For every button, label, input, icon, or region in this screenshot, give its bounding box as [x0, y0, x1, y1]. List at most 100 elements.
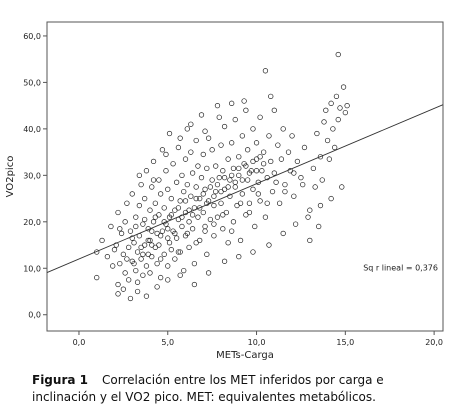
data-point	[99, 237, 105, 244]
y-tick-label: 20,0	[23, 218, 41, 227]
data-point	[239, 191, 245, 197]
data-point	[158, 274, 164, 281]
data-point	[221, 258, 228, 264]
data-point	[269, 188, 276, 195]
data-point	[156, 177, 162, 183]
data-point	[136, 202, 142, 209]
data-point	[179, 223, 185, 230]
data-point	[221, 123, 228, 130]
data-point	[250, 186, 256, 192]
data-point	[202, 223, 208, 230]
data-point	[189, 212, 196, 218]
data-point	[216, 114, 222, 120]
data-point	[255, 191, 261, 197]
data-point	[158, 233, 164, 239]
data-point	[257, 114, 263, 120]
data-point	[177, 272, 183, 278]
data-point	[115, 281, 121, 288]
data-point	[158, 256, 164, 262]
data-point	[172, 256, 178, 262]
data-point	[218, 142, 224, 148]
data-point	[342, 109, 348, 116]
data-point	[126, 277, 132, 283]
data-point	[211, 233, 217, 239]
data-point	[136, 172, 142, 178]
data-point	[149, 184, 155, 190]
data-point	[214, 102, 221, 109]
data-point	[326, 156, 332, 162]
data-point	[282, 188, 288, 195]
data-point	[134, 288, 141, 295]
y-tick-label: 50,0	[23, 78, 41, 87]
data-point	[163, 151, 169, 158]
data-point	[195, 214, 201, 220]
data-point	[339, 184, 345, 190]
data-point	[120, 286, 127, 292]
data-point	[340, 84, 347, 90]
data-point	[317, 202, 324, 209]
data-point	[262, 214, 269, 220]
data-point	[175, 205, 182, 211]
data-point	[252, 223, 258, 230]
data-point	[259, 168, 265, 174]
data-point	[115, 291, 121, 297]
data-point	[209, 147, 215, 153]
data-point	[150, 177, 157, 183]
data-point	[177, 135, 183, 141]
data-point	[333, 93, 340, 99]
data-point	[282, 181, 288, 188]
data-point	[200, 151, 206, 158]
data-point	[216, 175, 222, 181]
data-point	[165, 186, 171, 192]
data-point	[104, 254, 111, 260]
fit-line	[46, 104, 444, 273]
data-point	[314, 130, 320, 137]
data-point	[134, 279, 141, 285]
data-point	[229, 140, 235, 146]
data-point	[229, 172, 235, 178]
data-point	[335, 116, 341, 123]
data-point	[166, 240, 173, 246]
data-point	[200, 191, 206, 197]
data-point	[229, 100, 235, 106]
data-point	[250, 158, 256, 165]
data-point	[225, 240, 231, 246]
data-point	[143, 168, 150, 174]
data-point	[200, 209, 206, 216]
data-point	[292, 221, 299, 227]
data-point	[220, 212, 226, 218]
data-point	[138, 244, 144, 251]
x-tick-label: 10,0	[248, 338, 266, 347]
data-point	[236, 165, 242, 172]
data-point	[280, 230, 286, 237]
data-point	[264, 200, 270, 206]
data-point	[321, 119, 327, 125]
chart-svg: 0,0 10,0 20,0 30,0 40,0 50,0 60,0 0,0 5,0 10,0 15,…	[5, 21, 444, 361]
data-point	[184, 181, 190, 188]
data-point	[158, 191, 164, 197]
data-point	[241, 98, 247, 104]
data-point	[138, 181, 144, 188]
data-point	[124, 256, 130, 262]
caption-label: Figura 1	[32, 373, 88, 387]
data-point	[323, 107, 329, 113]
data-point	[133, 267, 139, 274]
data-point	[129, 235, 135, 241]
data-point	[186, 219, 192, 225]
data-point	[204, 251, 210, 257]
data-point	[122, 270, 128, 276]
data-point	[191, 260, 198, 267]
data-point	[175, 249, 182, 255]
data-point	[122, 219, 128, 225]
data-point	[220, 168, 226, 174]
data-point	[182, 156, 189, 162]
data-point	[211, 202, 217, 209]
data-point	[253, 140, 260, 146]
data-point	[197, 205, 203, 211]
x-tick-label: 15,0	[336, 338, 354, 347]
data-point	[291, 170, 297, 176]
y-tick-label: 30,0	[23, 171, 41, 180]
y-tick-label: 60,0	[23, 32, 41, 41]
data-point	[330, 126, 336, 132]
data-point	[193, 240, 199, 246]
